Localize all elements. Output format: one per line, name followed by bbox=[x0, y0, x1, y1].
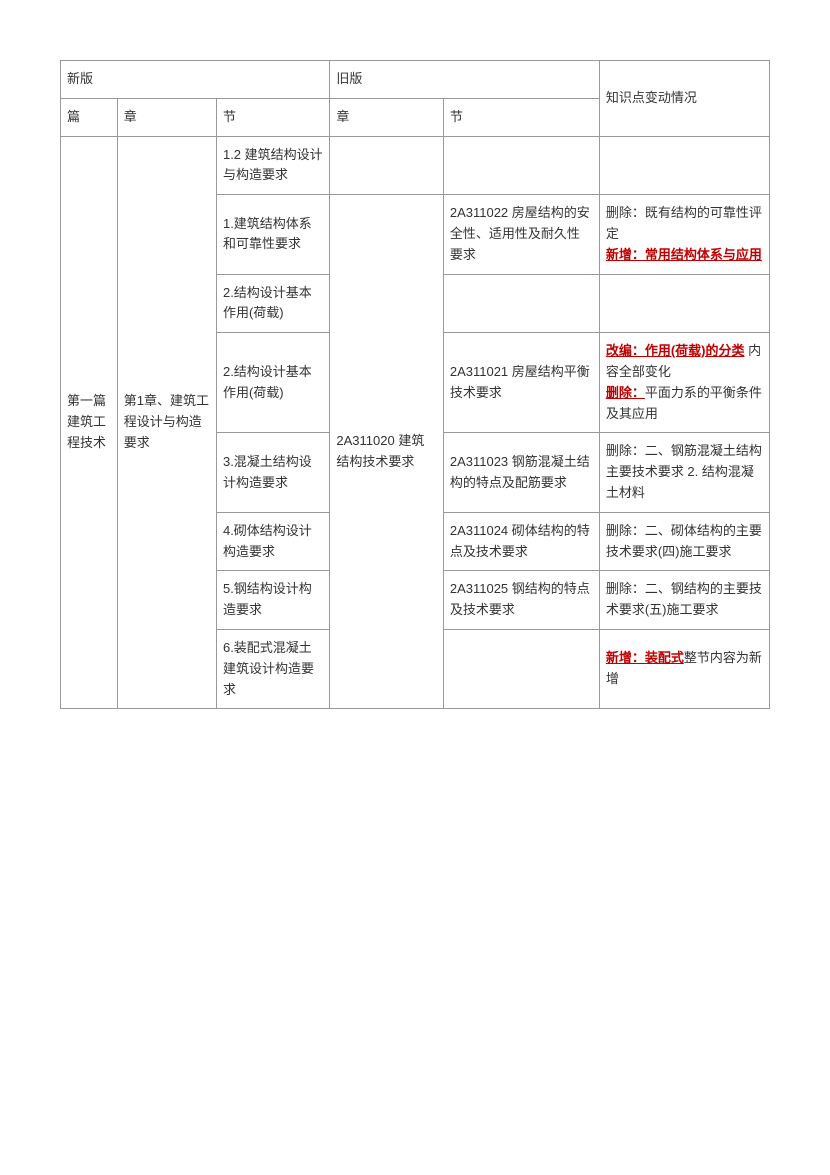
change-text: 删除：二、砌体结构的主要技术要求(四)施工要求 bbox=[606, 523, 762, 559]
jie-new-cell: 2.结构设计基本作用(荷载) bbox=[216, 274, 329, 333]
header-zhang-old: 章 bbox=[330, 98, 443, 136]
header-jie-old: 节 bbox=[443, 98, 599, 136]
jie-old-cell: 2A311021 房屋结构平衡技术要求 bbox=[443, 333, 599, 433]
change-cell: 删除：二、砌体结构的主要技术要求(四)施工要求 bbox=[599, 512, 769, 571]
header-row-1: 新版 旧版 知识点变动情况 bbox=[61, 61, 770, 99]
jie-old-cell: 2A311025 钢结构的特点及技术要求 bbox=[443, 571, 599, 630]
jie-new-cell: 1.2 建筑结构设计与构造要求 bbox=[216, 136, 329, 195]
jie-old-cell: 2A311023 钢筋混凝土结构的特点及配筋要求 bbox=[443, 433, 599, 512]
table-row: 第一篇 建筑工程技术 第1章、建筑工程设计与构造要求 1.2 建筑结构设计与构造… bbox=[61, 136, 770, 195]
change-cell: 新增：装配式整节内容为新增 bbox=[599, 629, 769, 708]
change-cell: 删除：既有结构的可靠性评定 新增：常用结构体系与应用 bbox=[599, 195, 769, 274]
jie-old-cell bbox=[443, 274, 599, 333]
zhang-old-cell: 2A311020 建筑结构技术要求 bbox=[330, 195, 443, 709]
change-text: 删除：既有结构的可靠性评定 bbox=[606, 205, 762, 241]
jie-old-cell: 2A311022 房屋结构的安全性、适用性及耐久性要求 bbox=[443, 195, 599, 274]
change-highlight: 删除： bbox=[606, 385, 645, 400]
header-zhang-new: 章 bbox=[117, 98, 216, 136]
change-highlight: 新增：装配式 bbox=[606, 650, 684, 665]
pian-cell: 第一篇 建筑工程技术 bbox=[61, 136, 118, 709]
change-cell: 删除：二、钢筋混凝土结构主要技术要求 2. 结构混凝土材料 bbox=[599, 433, 769, 512]
jie-old-cell: 2A311024 砌体结构的特点及技术要求 bbox=[443, 512, 599, 571]
change-cell: 改编：作用(荷载)的分类 内容全部变化 删除：平面力系的平衡条件及其应用 bbox=[599, 333, 769, 433]
change-text: 删除：二、钢结构的主要技术要求(五)施工要求 bbox=[606, 581, 762, 617]
change-cell bbox=[599, 274, 769, 333]
change-text: 删除：二、钢筋混凝土结构主要技术要求 2. 结构混凝土材料 bbox=[606, 443, 762, 500]
change-cell bbox=[599, 136, 769, 195]
jie-new-cell: 4.砌体结构设计构造要求 bbox=[216, 512, 329, 571]
zhang-old-cell bbox=[330, 136, 443, 195]
header-new-version: 新版 bbox=[61, 61, 330, 99]
jie-new-cell: 1.建筑结构体系和可靠性要求 bbox=[216, 195, 329, 274]
jie-new-cell: 6.装配式混凝土建筑设计构造要求 bbox=[216, 629, 329, 708]
zhang-new-cell: 第1章、建筑工程设计与构造要求 bbox=[117, 136, 216, 709]
jie-new-cell: 5.钢结构设计构造要求 bbox=[216, 571, 329, 630]
jie-old-cell bbox=[443, 136, 599, 195]
jie-new-cell: 3.混凝土结构设计构造要求 bbox=[216, 433, 329, 512]
jie-old-cell bbox=[443, 629, 599, 708]
change-highlight: 新增：常用结构体系与应用 bbox=[606, 247, 762, 262]
header-changes: 知识点变动情况 bbox=[599, 61, 769, 137]
comparison-table: 新版 旧版 知识点变动情况 篇 章 节 章 节 第一篇 建筑工程技术 第1章、建… bbox=[60, 60, 770, 709]
header-old-version: 旧版 bbox=[330, 61, 599, 99]
header-pian: 篇 bbox=[61, 98, 118, 136]
change-highlight: 改编：作用(荷载)的分类 bbox=[606, 343, 745, 358]
header-jie-new: 节 bbox=[216, 98, 329, 136]
change-cell: 删除：二、钢结构的主要技术要求(五)施工要求 bbox=[599, 571, 769, 630]
jie-new-cell: 2.结构设计基本作用(荷载) bbox=[216, 333, 329, 433]
